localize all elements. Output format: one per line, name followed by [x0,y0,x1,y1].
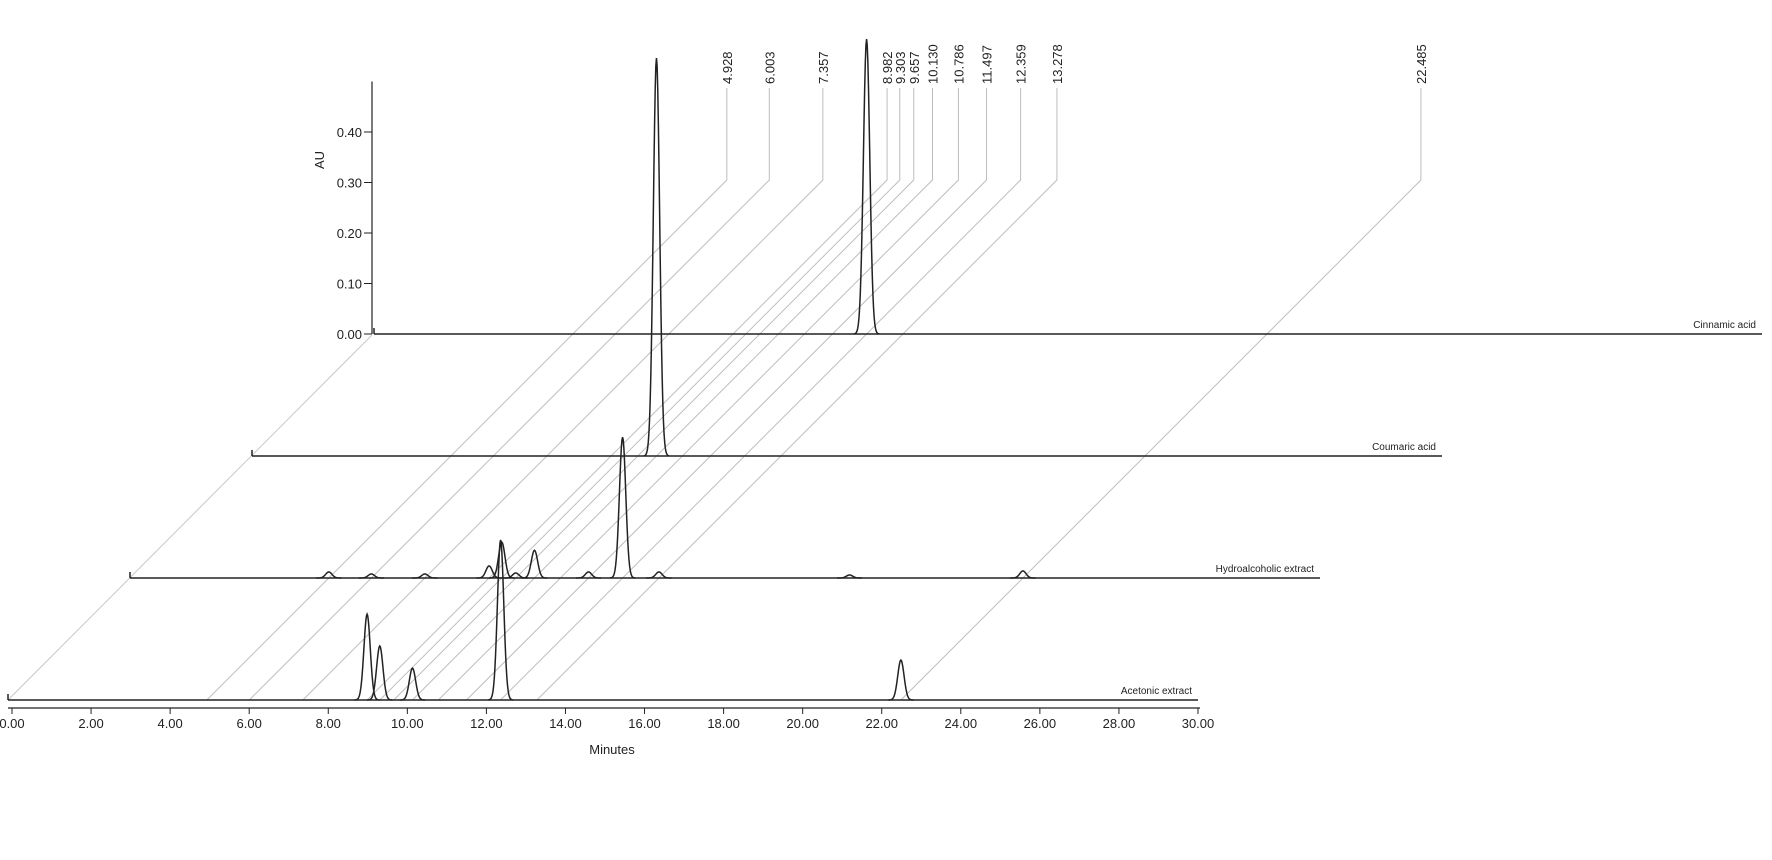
peak [354,611,380,701]
x-tick-label: 14.00 [549,716,582,731]
x-tick-label: 28.00 [1103,716,1136,731]
peak [358,573,384,579]
retention-label: 11.497 [980,45,995,84]
retention-label: 9.657 [907,51,922,84]
series-label: Coumaric acid [1372,442,1436,453]
y-tick-label: 0.40 [337,125,362,140]
peak [476,565,502,579]
y-tick-label: 0.00 [337,327,362,342]
peak [575,571,602,579]
retention-label: 10.786 [951,44,966,84]
peak [643,57,670,457]
peak [853,38,880,335]
peak [836,574,863,579]
peak [888,658,914,701]
retention-leader [302,88,824,701]
retention-label: 6.003 [762,51,777,84]
x-tick-label: 22.00 [865,716,898,731]
retention-leader [393,88,915,701]
peak [316,571,342,579]
peak [367,644,393,701]
x-tick-label: 16.00 [628,716,661,731]
x-tick-label: 6.00 [237,716,262,731]
x-tick-label: 2.00 [78,716,103,731]
retention-leader [438,88,959,701]
retention-leader [412,88,933,701]
x-tick-label: 18.00 [707,716,740,731]
retention-label: 12.359 [1014,44,1029,84]
retention-label: 10.130 [925,44,940,84]
x-tick-label: 4.00 [157,716,182,731]
peak [412,573,438,579]
x-tick-label: 12.00 [470,716,503,731]
retention-leader [206,88,728,701]
retention-label: 8.982 [880,51,895,84]
peak [646,571,672,579]
retention-label: 13.278 [1050,44,1065,84]
retention-label: 22.485 [1414,44,1429,84]
retention-leader [500,88,1022,701]
peak [521,549,548,579]
x-tick-label: 0.00 [0,716,25,731]
x-tick-label: 20.00 [786,716,819,731]
x-tick-label: 30.00 [1182,716,1215,731]
retention-label: 9.303 [893,51,908,84]
retention-leader [248,88,770,701]
retention-label: 4.928 [720,51,735,84]
offset-guide [7,334,373,701]
retention-leader [536,88,1058,701]
retention-leader [379,88,901,701]
peak [1010,570,1036,579]
y-tick-label: 0.20 [337,226,362,241]
retention-leader [366,88,888,701]
series-label: Hydroalcoholic extract [1216,564,1315,575]
x-tick-label: 10.00 [391,716,424,731]
peak [399,667,426,701]
x-tick-label: 8.00 [316,716,341,731]
peak [609,436,636,579]
retention-leader [900,88,1422,701]
y-tick-label: 0.10 [337,277,362,292]
x-tick-label: 26.00 [1024,716,1057,731]
series-label: Acetonic extract [1121,686,1192,697]
retention-leader [466,88,988,701]
retention-label: 7.357 [816,51,831,84]
peak [487,539,514,701]
x-tick-label: 24.00 [945,716,978,731]
y-tick-label: 0.30 [337,176,362,191]
y-axis-label: AU [312,151,327,169]
series-label: Cinnamic acid [1693,320,1756,331]
x-axis-label: Minutes [589,742,635,757]
